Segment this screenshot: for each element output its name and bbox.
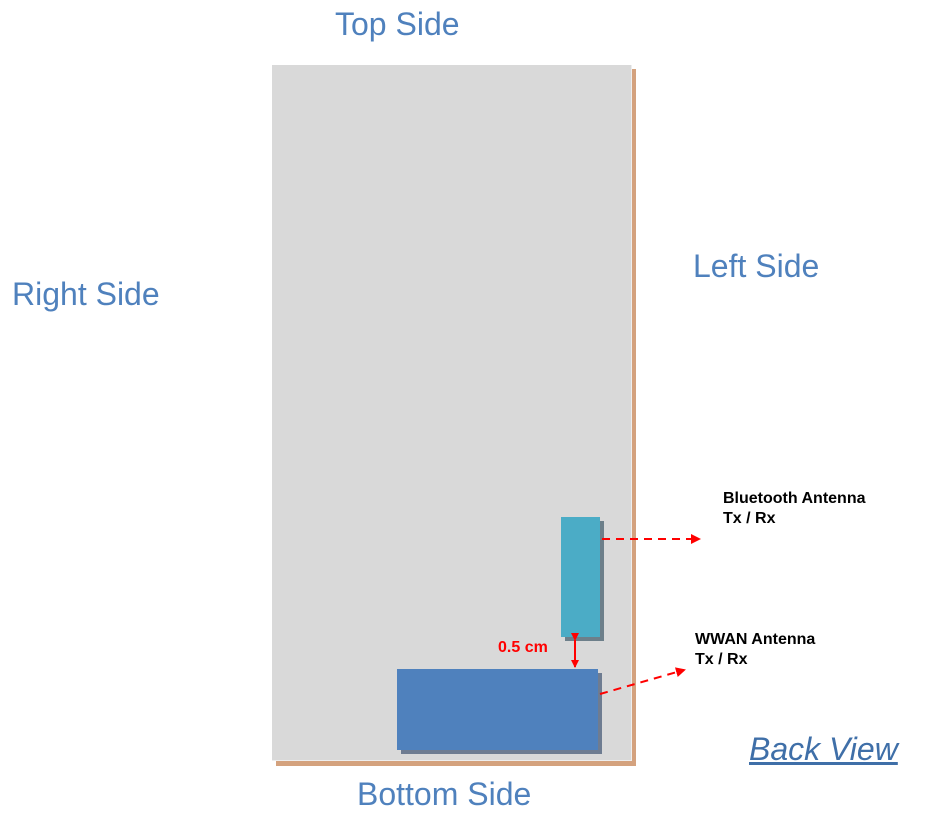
wwan-antenna-mode: Tx / Rx [695,651,748,668]
separation-label: 0.5 cm [498,639,548,656]
bluetooth-antenna-mode: Tx / Rx [723,510,776,527]
wwan-callout-arrow [599,667,686,695]
top-side-label: Top Side [335,6,460,42]
bluetooth-antenna-name: Bluetooth Antenna [723,490,866,507]
wwan-antenna-name: WWAN Antenna [695,631,816,648]
left-side-label: Left Side [693,248,820,284]
back-view-label: Back View [749,731,898,767]
wwan-callout: WWAN Antenna Tx / Rx [695,630,815,670]
bluetooth-callout: Bluetooth Antenna Tx / Rx [723,489,866,529]
right-side-label: Right Side [12,276,160,312]
wwan-antenna-block [397,669,598,750]
bottom-side-label: Bottom Side [357,776,532,812]
bluetooth-antenna-block [561,517,600,637]
